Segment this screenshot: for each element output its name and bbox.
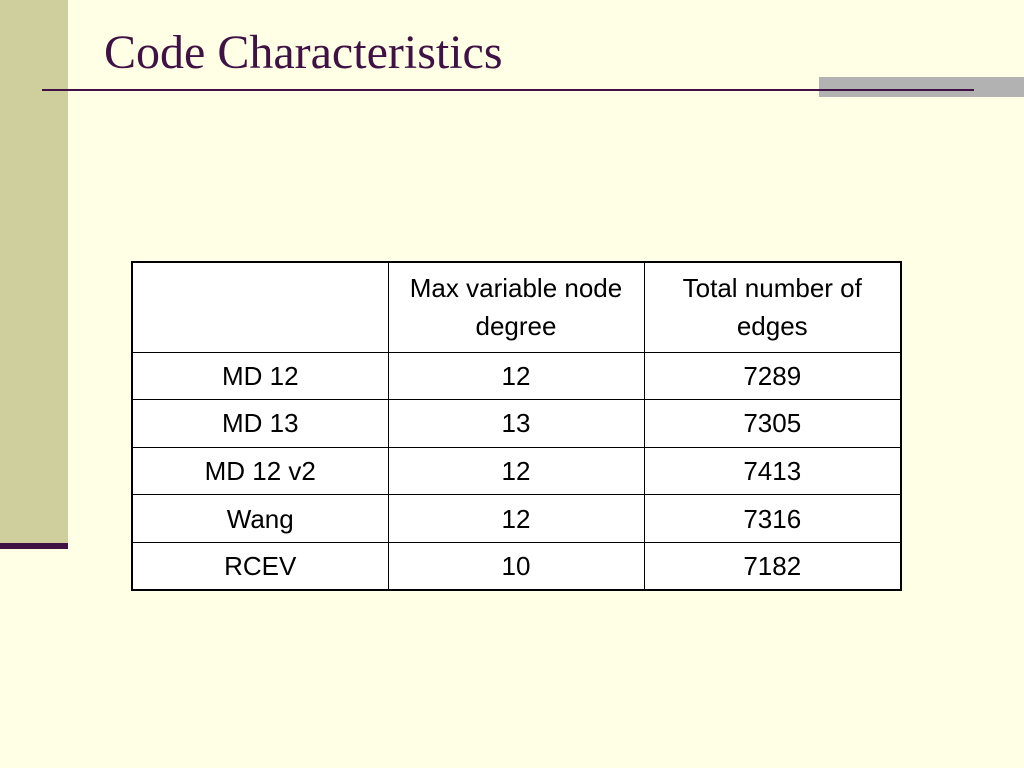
table-row: MD 13 13 7305 <box>131 399 902 448</box>
cell-max-degree: 12 <box>387 446 645 496</box>
title-rule-accent <box>819 77 1024 97</box>
code-characteristics-table: Max variable node degree Total number of… <box>131 261 902 591</box>
title-rule <box>42 89 974 91</box>
left-decorative-band <box>0 0 68 545</box>
cell-code-name: MD 12 v2 <box>131 446 389 496</box>
cell-total-edges: 7305 <box>643 399 902 448</box>
cell-code-name: MD 12 <box>131 351 389 401</box>
cell-total-edges: 7316 <box>643 494 902 543</box>
cell-code-name: Wang <box>131 494 389 543</box>
table-header-row: Max variable node degree Total number of… <box>131 261 902 353</box>
table-row: RCEV 10 7182 <box>131 541 902 591</box>
header-cell-total-number-of-edges: Total number of edges <box>643 261 902 353</box>
table-row: Wang 12 7316 <box>131 494 902 543</box>
cell-max-degree: 13 <box>387 399 645 448</box>
slide-title: Code Characteristics <box>104 26 503 79</box>
cell-total-edges: 7413 <box>643 446 902 496</box>
cell-code-name: RCEV <box>131 541 389 591</box>
table-row: MD 12 12 7289 <box>131 351 902 401</box>
cell-total-edges: 7182 <box>643 541 902 591</box>
left-band-underline <box>0 543 68 549</box>
header-cell-max-variable-node-degree: Max variable node degree <box>387 261 645 353</box>
cell-max-degree: 12 <box>387 351 645 401</box>
header-cell-code <box>131 261 389 353</box>
cell-max-degree: 10 <box>387 541 645 591</box>
cell-code-name: MD 13 <box>131 399 389 448</box>
table-container: Max variable node degree Total number of… <box>131 261 902 591</box>
table-row: MD 12 v2 12 7413 <box>131 446 902 496</box>
cell-max-degree: 12 <box>387 494 645 543</box>
cell-total-edges: 7289 <box>643 351 902 401</box>
